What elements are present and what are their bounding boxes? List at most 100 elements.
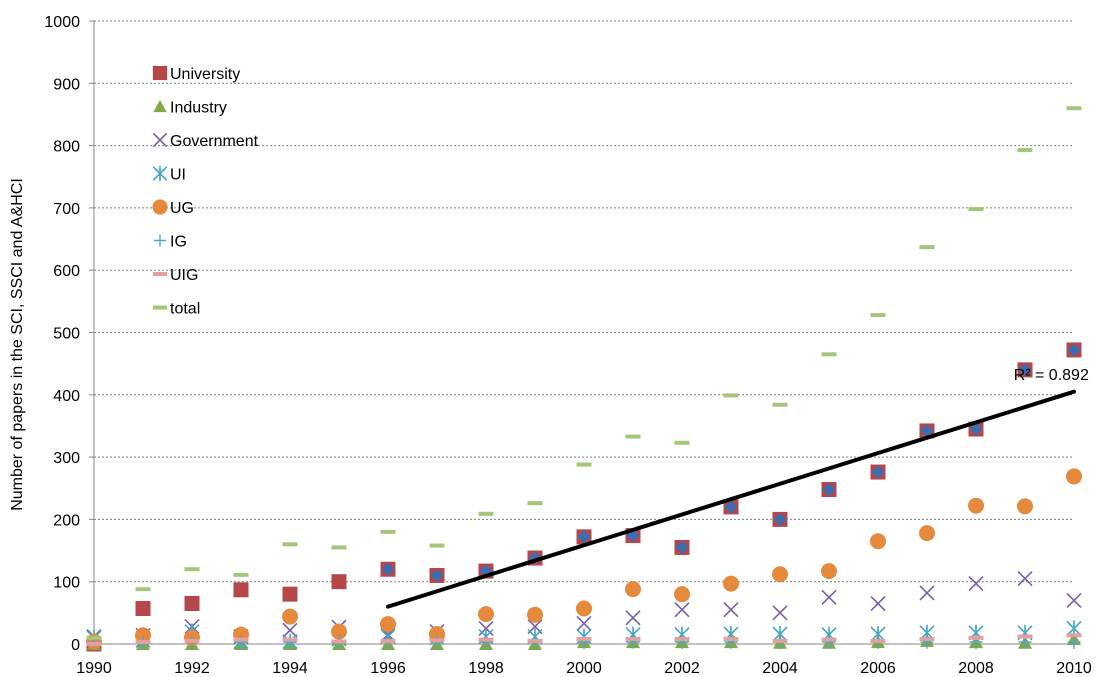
x-tick-label: 2006 — [860, 660, 896, 677]
point-government — [822, 590, 836, 604]
point-uig — [381, 639, 396, 643]
legend: University Industry Government UI UG IG UIG tot… — [152, 66, 258, 318]
legend-label: UIG — [170, 267, 198, 284]
legend-label: UI — [170, 167, 186, 184]
legend-label: Government — [170, 133, 259, 150]
point-government — [1018, 572, 1032, 586]
legend-item-uig: UIG — [153, 267, 199, 284]
x-tick-label: 2002 — [664, 660, 700, 677]
point-university — [234, 582, 249, 597]
point-ug — [968, 498, 984, 514]
point-university — [136, 601, 151, 616]
point-total — [577, 463, 592, 467]
x-tick-label: 2000 — [566, 660, 602, 677]
x-tick-label: 1990 — [76, 660, 112, 677]
annotations: R² = 0.892 — [1014, 367, 1089, 384]
r-squared-annotation: R² = 0.892 — [1014, 367, 1089, 384]
point-ug — [821, 563, 837, 579]
y-tick-label: 900 — [53, 76, 80, 93]
point-government — [577, 616, 591, 630]
point-total — [136, 587, 151, 591]
point-uig — [675, 637, 690, 641]
series-total — [87, 106, 1082, 640]
point-government — [626, 611, 640, 625]
point-uig — [724, 637, 739, 641]
point-ug — [674, 586, 690, 602]
legend-label: Industry — [170, 100, 227, 117]
x-tick-labels: 1990 1992 1994 1996 1998 2000 2002 2004 2006 2008… — [76, 660, 1092, 677]
point-university — [185, 596, 200, 611]
point-ug — [919, 525, 935, 541]
point-uig — [87, 642, 102, 646]
point-total — [479, 512, 494, 516]
point-total — [969, 207, 984, 211]
point-government — [773, 606, 787, 620]
point-uig — [283, 638, 298, 642]
legend-marker-university — [153, 66, 167, 80]
point-total — [1067, 106, 1082, 110]
point-total — [724, 393, 739, 397]
point-total — [332, 545, 347, 549]
gridlines — [94, 21, 1074, 582]
point-government — [969, 577, 983, 591]
y-tick-label: 800 — [53, 139, 80, 156]
point-university — [283, 587, 298, 602]
point-total — [822, 352, 837, 356]
point-ug — [723, 576, 739, 592]
legend-marker-total — [153, 306, 167, 310]
legend-marker-ig — [154, 234, 166, 246]
legend-marker-ui — [153, 166, 166, 181]
y-tick-label: 200 — [53, 512, 80, 529]
y-tick-label: 500 — [53, 326, 80, 343]
legend-item-government: Government — [153, 133, 258, 150]
y-tick-label: 1000 — [44, 14, 80, 31]
legend-marker-uig — [153, 272, 167, 276]
point-uig — [1067, 633, 1082, 637]
legend-item-ig: IG — [154, 234, 187, 251]
legend-item-industry: Industry — [153, 100, 227, 117]
x-tick-label: 2004 — [762, 660, 798, 677]
point-government — [920, 586, 934, 600]
y-tick-label: 0 — [71, 637, 80, 654]
point-total — [185, 567, 200, 571]
legend-marker-ug — [152, 199, 167, 214]
legend-item-ui: UI — [153, 166, 186, 184]
point-uig — [332, 640, 347, 644]
point-uig — [1018, 635, 1033, 639]
point-ug — [625, 581, 641, 597]
y-tick-label: 300 — [53, 450, 80, 467]
y-tick-label: 400 — [53, 388, 80, 405]
y-tick-label: 600 — [53, 263, 80, 280]
highlight-markers — [382, 343, 1081, 582]
point-total — [871, 313, 886, 317]
axes — [89, 21, 1074, 649]
legend-item-university: University — [153, 66, 240, 83]
legend-marker-industry — [153, 100, 166, 112]
point-government — [1067, 593, 1081, 607]
y-tick-label: 100 — [53, 575, 80, 592]
x-tick-label: 1998 — [468, 660, 504, 677]
point-total — [773, 403, 788, 407]
trendline-group — [388, 392, 1074, 607]
legend-label: UG — [170, 200, 194, 217]
point-university — [332, 574, 347, 589]
point-total — [675, 441, 690, 445]
legend-marker-government — [153, 133, 166, 146]
point-government — [871, 597, 885, 611]
point-uig — [528, 639, 543, 643]
point-ug — [1017, 498, 1033, 514]
x-tick-label: 2010 — [1056, 660, 1092, 677]
point-government — [724, 603, 738, 617]
point-ug — [576, 600, 592, 616]
x-tick-label: 1992 — [174, 660, 210, 677]
point-uig — [430, 638, 445, 642]
point-uig — [136, 640, 151, 644]
point-ug — [478, 606, 494, 622]
y-tick-label: 700 — [53, 201, 80, 218]
point-total — [920, 245, 935, 249]
point-total — [381, 530, 396, 534]
point-total — [430, 544, 445, 548]
point-uig — [234, 638, 249, 642]
point-government — [675, 603, 689, 617]
